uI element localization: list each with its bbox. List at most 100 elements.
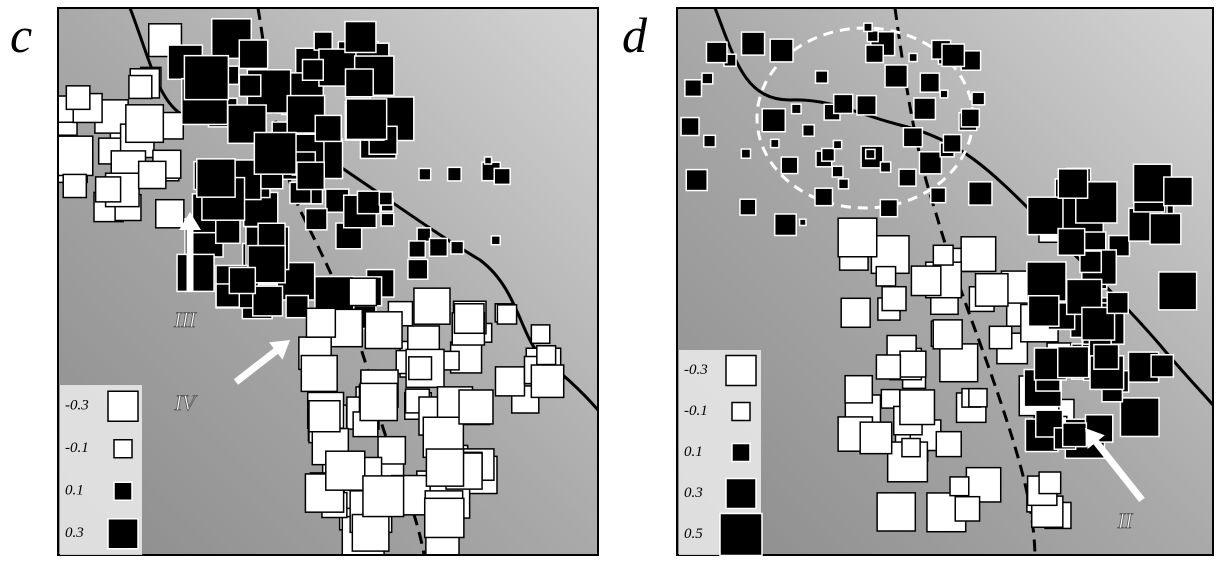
legend-square	[732, 444, 750, 462]
map-square	[903, 128, 922, 147]
map-square	[866, 149, 875, 158]
map-square	[309, 401, 340, 432]
map-square	[229, 267, 255, 293]
map-square	[902, 439, 920, 457]
map-square	[315, 115, 341, 141]
map-square	[771, 139, 779, 147]
legend-label: -0.3	[684, 362, 708, 378]
map-square	[1063, 423, 1087, 447]
map-square	[900, 351, 926, 377]
map-square	[1028, 296, 1058, 326]
map-square	[531, 365, 563, 397]
legend-square	[108, 391, 138, 421]
map-square	[365, 312, 402, 349]
legend-square	[726, 356, 756, 386]
map-square	[184, 56, 228, 100]
map-square	[1058, 169, 1087, 198]
map-square	[815, 71, 827, 83]
map-square	[961, 237, 996, 272]
map-square	[839, 179, 849, 189]
map-square	[742, 32, 765, 55]
map-square	[286, 296, 308, 318]
map-square	[943, 135, 961, 153]
map-square	[914, 98, 936, 120]
map-square	[1058, 347, 1089, 378]
map-square	[451, 241, 464, 254]
map-square	[1058, 229, 1085, 256]
map-square	[740, 199, 756, 215]
map-square	[880, 200, 897, 217]
map-square	[833, 140, 841, 148]
map-square	[409, 357, 432, 380]
legend-label: 0.1	[684, 444, 703, 460]
map-square	[425, 498, 464, 537]
map-square	[882, 287, 906, 311]
map-square	[931, 188, 946, 203]
map-square	[876, 355, 900, 379]
map-square	[989, 326, 1011, 348]
legend-label: 0.1	[65, 483, 84, 499]
legend-square	[732, 403, 750, 421]
map-square	[686, 170, 707, 191]
map-square	[485, 157, 492, 164]
map-square	[685, 80, 702, 97]
map-square	[254, 133, 296, 175]
map-square	[880, 162, 890, 172]
map-square	[126, 105, 163, 142]
map-square	[459, 390, 493, 424]
legend-label: 0.5	[684, 526, 703, 542]
arrow-label: IV	[174, 390, 198, 415]
map-square	[681, 118, 699, 136]
legend-label: -0.1	[65, 440, 89, 456]
map-square	[911, 266, 940, 295]
map-square	[881, 390, 899, 408]
map-square	[345, 69, 373, 97]
map-square	[537, 346, 556, 365]
map-square	[297, 162, 324, 189]
map-square	[429, 238, 447, 256]
map-square	[803, 125, 814, 136]
map-square	[239, 75, 260, 96]
map-square	[877, 493, 915, 531]
map-square	[775, 214, 797, 236]
map-square	[349, 278, 376, 305]
map-square	[969, 182, 992, 205]
map-square	[867, 31, 878, 42]
map-square	[845, 376, 872, 403]
map-square	[706, 42, 726, 62]
map-square	[909, 53, 917, 61]
map-square	[379, 192, 392, 205]
legend-square	[114, 440, 132, 458]
map-square	[497, 305, 516, 324]
map-square	[969, 389, 987, 407]
map-square	[426, 449, 463, 486]
map-square	[770, 39, 793, 62]
map-square	[822, 148, 835, 161]
legend-square	[720, 514, 762, 556]
map-square	[1159, 272, 1197, 310]
legend-square	[726, 479, 756, 509]
legend-label: -0.1	[684, 403, 708, 419]
map-square	[1150, 214, 1181, 245]
map-square	[346, 99, 386, 139]
map-square	[301, 356, 337, 392]
map-square	[419, 168, 431, 180]
map-square	[1039, 472, 1061, 494]
map-square	[838, 218, 877, 257]
map-square	[1164, 177, 1193, 206]
map-square	[414, 288, 450, 324]
map-square	[1151, 355, 1173, 377]
panel-label: c	[10, 7, 32, 63]
page: {"panels": [ {"label": "c", "legend": [-…	[0, 0, 1218, 563]
map-square	[857, 96, 876, 115]
map-square	[306, 209, 327, 230]
map-square	[253, 286, 283, 316]
map-square	[800, 219, 806, 225]
map-square	[409, 241, 425, 257]
map-square	[972, 92, 985, 105]
map-square	[1094, 345, 1119, 370]
map-square	[866, 45, 883, 62]
map-square	[976, 274, 1008, 306]
map-square	[381, 213, 394, 226]
map-square	[303, 60, 324, 81]
